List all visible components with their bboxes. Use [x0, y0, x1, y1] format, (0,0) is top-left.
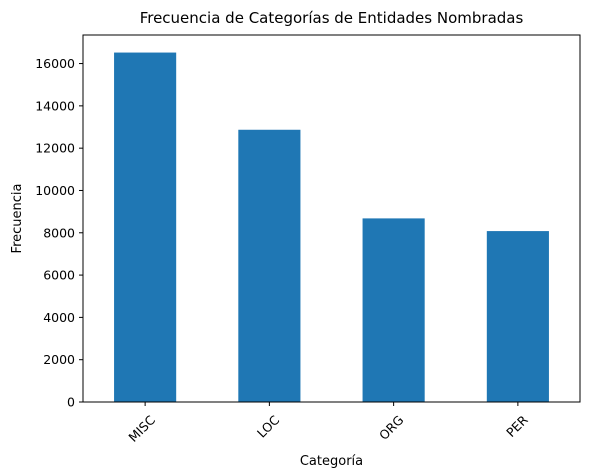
x-tick-label-loc: LOC [254, 412, 283, 441]
bars-group [114, 52, 549, 403]
y-axis-label: Frecuencia [10, 184, 25, 254]
x-axis-label: Categoría [300, 454, 363, 469]
x-tick-label-misc: MISC [125, 412, 158, 445]
y-tick-label: 14000 [35, 98, 75, 113]
x-tick-label-per: PER [503, 412, 531, 440]
bar-per [486, 231, 549, 402]
y-axis: 0 2000 4000 6000 8000 10000 12000 14000 16000 [35, 56, 83, 410]
plot-frame [82, 34, 581, 403]
y-tick-label: 6000 [43, 268, 75, 283]
y-tick-label: 4000 [43, 310, 75, 325]
bar-misc [114, 52, 177, 403]
bar-org [362, 218, 425, 402]
x-axis: MISC LOC ORG PER [125, 402, 531, 445]
y-tick-label: 10000 [35, 183, 75, 198]
x-tick-label-org: ORG [376, 412, 407, 443]
y-tick-label: 0 [67, 395, 75, 410]
chart-title: Frecuencia de Categorías de Entidades No… [140, 9, 524, 27]
y-tick-label: 8000 [43, 225, 75, 240]
y-tick-label: 12000 [35, 141, 75, 156]
bar-loc [238, 129, 301, 402]
y-tick-label: 2000 [43, 352, 75, 367]
y-tick-label: 16000 [35, 56, 75, 71]
